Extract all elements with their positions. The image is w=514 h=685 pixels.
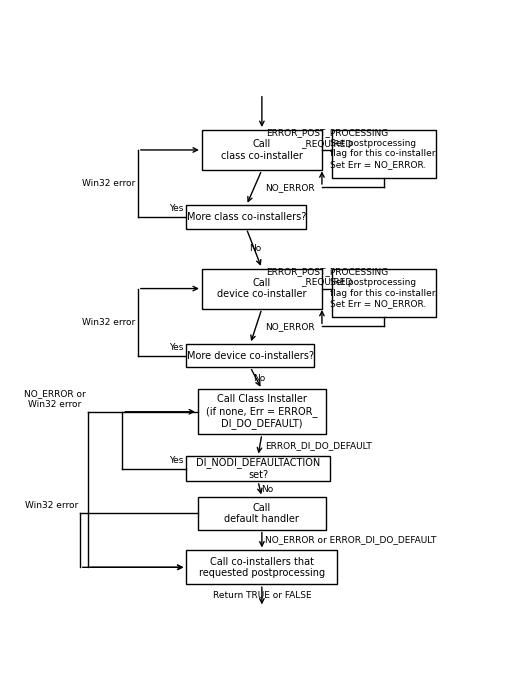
Text: More device co-installers?: More device co-installers? [187, 351, 314, 360]
Text: Set postprocessing
flag for this co-installer.
Set Err = NO_ERROR.: Set postprocessing flag for this co-inst… [330, 139, 438, 169]
Text: Call
class co-installer: Call class co-installer [221, 139, 303, 161]
Bar [332, 130, 436, 177]
Text: More class co-installers?: More class co-installers? [187, 212, 306, 222]
Text: ERROR_DI_DO_DEFAULT: ERROR_DI_DO_DEFAULT [265, 440, 372, 450]
Text: Return TRUE or FALSE: Return TRUE or FALSE [213, 591, 311, 600]
Text: Call Class Installer
(if none, Err = ERROR_
DI_DO_DEFAULT): Call Class Installer (if none, Err = ERR… [206, 395, 318, 429]
Text: Win32 error: Win32 error [82, 179, 135, 188]
Text: NO_ERROR: NO_ERROR [265, 183, 315, 192]
Bar [186, 206, 306, 229]
Text: ERROR_POST_PROCESSING
_REQUIRED: ERROR_POST_PROCESSING _REQUIRED [266, 128, 388, 148]
Bar [186, 456, 329, 481]
Text: NO_ERROR or ERROR_DI_DO_DEFAULT: NO_ERROR or ERROR_DI_DO_DEFAULT [265, 536, 436, 545]
Text: Call
default handler: Call default handler [225, 503, 299, 524]
Text: No: No [261, 485, 273, 494]
Bar [202, 269, 322, 308]
Bar [332, 269, 436, 317]
Text: Win32 error: Win32 error [82, 318, 135, 327]
Bar [202, 130, 322, 170]
Text: Win32 error: Win32 error [25, 501, 78, 510]
Text: No: No [253, 374, 266, 383]
Bar [186, 344, 314, 367]
Text: Yes: Yes [169, 204, 183, 213]
Text: Call
device co-installer: Call device co-installer [217, 277, 307, 299]
Text: Yes: Yes [169, 342, 183, 351]
Text: Set postprocessing
flag for this co-installer.
Set Err = NO_ERROR.: Set postprocessing flag for this co-inst… [330, 278, 438, 308]
Text: NO_ERROR or
Win32 error: NO_ERROR or Win32 error [24, 389, 86, 409]
Text: DI_NODI_DEFAULTACTION
set?: DI_NODI_DEFAULTACTION set? [196, 458, 320, 480]
Text: No: No [249, 244, 262, 253]
Bar [198, 390, 326, 434]
Bar [186, 550, 337, 584]
Text: NO_ERROR: NO_ERROR [265, 322, 315, 331]
Text: ERROR_POST_PROCESSING
_REQUIRED: ERROR_POST_PROCESSING _REQUIRED [266, 267, 388, 286]
Bar [198, 497, 326, 530]
Text: Call co-installers that
requested postprocessing: Call co-installers that requested postpr… [199, 556, 325, 578]
Text: Yes: Yes [169, 456, 183, 465]
